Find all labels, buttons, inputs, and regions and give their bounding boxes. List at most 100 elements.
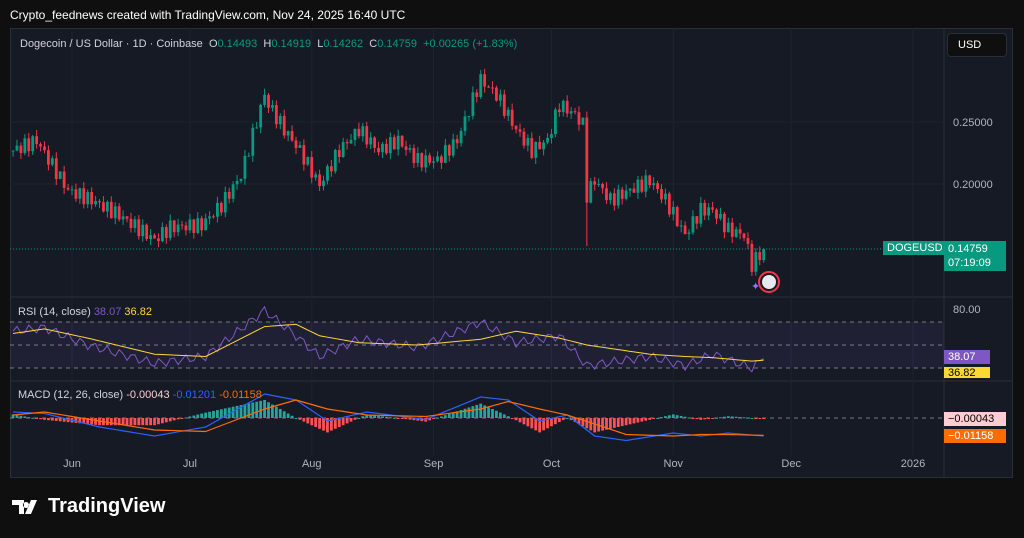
- macd-histogram-bar: [550, 418, 553, 427]
- macd-histogram-bar: [329, 418, 333, 431]
- macd-histogram-bar: [640, 418, 644, 422]
- candle-body: [703, 202, 707, 216]
- candle-body: [78, 188, 82, 199]
- candle-body: [125, 216, 129, 219]
- macd-histogram-bar: [412, 418, 416, 421]
- macd-histogram-bar: [66, 418, 70, 423]
- macd-histogram-bar: [192, 415, 196, 418]
- candle-body: [620, 189, 624, 199]
- candle-body: [251, 127, 255, 156]
- chart-panel[interactable]: [10, 28, 1013, 478]
- macd-histogram-bar: [50, 418, 54, 421]
- candle-body: [660, 188, 663, 200]
- macd-histogram-bar: [609, 418, 612, 429]
- macd-line: [13, 393, 764, 442]
- macd-histogram-bar: [322, 418, 325, 431]
- macd-histogram-bar: [164, 418, 168, 423]
- macd-histogram-bar: [479, 403, 483, 418]
- macd-histogram-bar: [43, 418, 46, 420]
- candle-body: [664, 193, 667, 200]
- macd-histogram-bar: [671, 414, 675, 418]
- candle-body: [310, 157, 314, 178]
- macd-histogram-bar: [734, 416, 738, 418]
- macd-histogram-bar: [502, 414, 506, 418]
- rsi-line: [12, 305, 764, 373]
- macd-histogram-bar: [695, 418, 699, 420]
- candle-body: [463, 116, 467, 131]
- candle-body: [54, 158, 58, 179]
- candle-body: [243, 155, 247, 179]
- macd-histogram-bar: [247, 403, 251, 418]
- candle-body: [440, 156, 443, 163]
- candle-body: [589, 181, 593, 203]
- macd-histogram-bar: [172, 418, 176, 421]
- candle-body: [475, 92, 479, 97]
- macd-histogram-bar: [451, 412, 455, 418]
- macd-histogram-bar: [74, 418, 78, 423]
- macd-histogram-bar: [652, 418, 656, 419]
- candle-body: [530, 138, 534, 158]
- macd-histogram-bar: [660, 417, 663, 419]
- macd-histogram-bar: [369, 414, 373, 418]
- close-label: C: [369, 38, 378, 50]
- macd-histogram-bar: [656, 418, 659, 419]
- macd-histogram-bar: [404, 418, 408, 420]
- candle-body: [227, 191, 231, 199]
- time-tick: Aug: [302, 458, 322, 470]
- candle-body: [502, 94, 506, 116]
- macd-histogram-bar: [491, 409, 494, 418]
- candle-body: [259, 104, 263, 128]
- open-value: 0.14493: [217, 38, 258, 50]
- symbol-title: Dogecoin / US Dollar · 1D · Coinbase: [20, 38, 203, 50]
- macd-histogram-bar: [62, 418, 66, 422]
- macd-histogram-bar: [691, 418, 695, 419]
- macd-signal-line: [12, 399, 764, 437]
- macd-histogram-bar: [47, 418, 50, 421]
- macd-histogram-bar: [125, 418, 129, 426]
- symbol-legend: Dogecoin / US Dollar · 1D · Coinbase O0.…: [20, 38, 517, 50]
- candle-body: [561, 100, 565, 113]
- macd-histogram-bar: [612, 418, 616, 428]
- candle-body: [31, 136, 35, 152]
- macd-histogram-bar: [601, 418, 604, 431]
- candle-body: [581, 117, 585, 125]
- macd-histogram-bar: [78, 418, 82, 424]
- candle-body: [616, 189, 620, 206]
- macd-histogram-bar: [518, 418, 522, 423]
- candle-body: [58, 171, 62, 179]
- candle-body: [208, 216, 211, 219]
- macd-histogram-bar: [188, 416, 192, 418]
- candle-body: [102, 202, 105, 212]
- macd-histogram-bar: [204, 412, 208, 418]
- macd-histogram-bar: [589, 418, 593, 431]
- candle-body: [538, 141, 542, 150]
- macd-histogram-bar: [738, 417, 742, 419]
- chart-credit: Crypto_feednews created with TradingView…: [10, 8, 406, 22]
- time-tick: Nov: [664, 458, 684, 470]
- macd-histogram-bar: [365, 414, 369, 418]
- macd-histogram-bar: [616, 418, 620, 427]
- macd-histogram-bar: [145, 418, 149, 426]
- candle-body: [318, 174, 321, 187]
- candle-body: [593, 181, 597, 185]
- candle-body: [267, 94, 270, 108]
- macd-histogram-bar: [196, 414, 200, 418]
- candle-body: [754, 252, 758, 272]
- candle-body: [282, 115, 286, 136]
- macd-histogram-bar: [624, 418, 628, 426]
- macd-hist-tag: −0.00043: [944, 412, 1006, 426]
- macd-histogram-bar: [157, 418, 160, 425]
- macd-histogram-bar: [117, 418, 121, 426]
- macd-histogram-bar: [298, 418, 302, 420]
- candle-body: [381, 143, 384, 153]
- candle-body: [495, 87, 498, 101]
- candle-body: [416, 153, 420, 163]
- macd-histogram-bar: [443, 415, 447, 418]
- macd-histogram-bar: [216, 410, 219, 418]
- macd-histogram-bar: [711, 418, 714, 419]
- bar-countdown: 07:19:09: [948, 257, 991, 269]
- candle-body: [172, 220, 176, 233]
- macd-histogram-bar: [730, 416, 734, 418]
- currency-button[interactable]: USD: [947, 33, 1007, 57]
